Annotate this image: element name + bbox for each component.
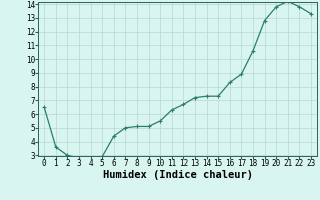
X-axis label: Humidex (Indice chaleur): Humidex (Indice chaleur) xyxy=(103,170,252,180)
